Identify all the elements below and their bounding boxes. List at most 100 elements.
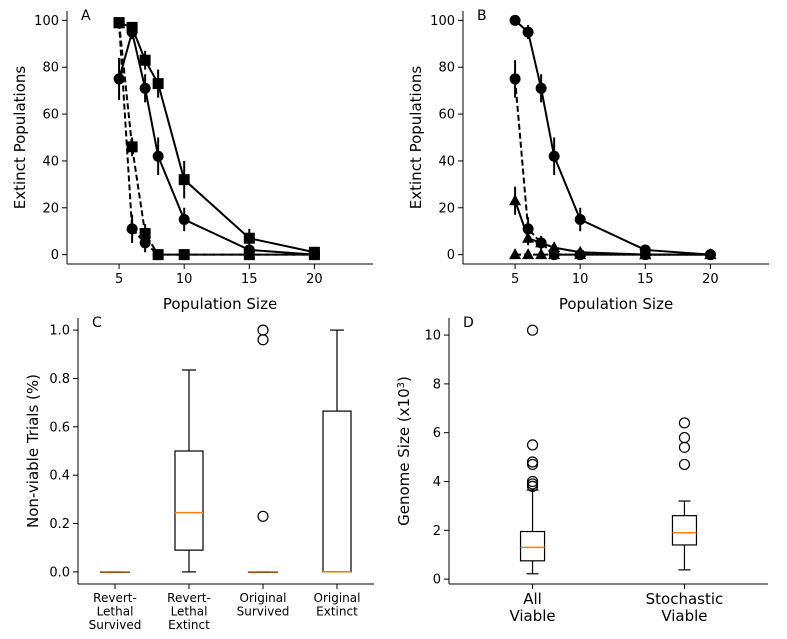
y-tick-label: 2 <box>433 524 441 539</box>
x-tick-label: Stochastic <box>646 590 724 608</box>
outlier-point <box>257 510 269 522</box>
box-body <box>174 450 204 551</box>
data-point <box>509 248 522 260</box>
y-tick-label: 1.0 <box>49 324 70 339</box>
outlier-point <box>678 441 691 453</box>
series-4 <box>509 248 717 260</box>
data-point <box>509 14 521 26</box>
outlier-point <box>678 417 691 429</box>
x-tick-label: 10 <box>176 272 193 287</box>
x-tick-label: 15 <box>637 272 654 287</box>
outlier-point <box>257 324 269 336</box>
outlier-point <box>678 458 691 471</box>
data-point <box>548 248 561 260</box>
data-point <box>243 249 255 261</box>
data-point <box>126 141 138 153</box>
y-tick-label: 0.0 <box>49 565 70 580</box>
panel-letter: A <box>81 8 91 24</box>
x-tick-label: Survived <box>237 605 290 619</box>
data-point <box>178 174 190 186</box>
y-tick-label: 0 <box>433 573 441 588</box>
x-tick-label: Survived <box>89 618 142 632</box>
box-body <box>671 515 698 546</box>
data-point <box>535 82 547 94</box>
y-tick-label: 0.4 <box>49 469 70 484</box>
x-tick-label: 20 <box>702 272 719 287</box>
data-point <box>308 249 320 261</box>
outlier-point <box>678 431 691 444</box>
outlier-point <box>526 456 539 468</box>
x-tick-label: Original <box>240 591 287 605</box>
y-tick-label: 60 <box>438 108 455 123</box>
data-point <box>535 236 548 248</box>
panel-letter: D <box>463 315 474 331</box>
data-point <box>139 82 151 94</box>
x-tick-label: 5 <box>115 272 123 287</box>
outlier-point <box>526 475 539 488</box>
y-tick-label: 20 <box>438 201 455 216</box>
outlier-point <box>526 478 539 490</box>
data-point <box>574 213 586 225</box>
panel-A: 0 20 40 60 80 100 5 10 15 20 Population Size Extinc… <box>11 8 373 313</box>
y-tick-label: 0 <box>51 248 59 263</box>
panel-C: 0.0 0.2 0.4 0.6 0.8 1.0 C Non-viable Trials (%)… <box>24 315 374 632</box>
x-tick-label: 5 <box>511 272 519 287</box>
outlier-point <box>526 439 539 451</box>
panel-letter: B <box>477 8 487 24</box>
y-tick-label: 100 <box>430 14 455 29</box>
data-point <box>522 26 534 38</box>
y-tick-label: 80 <box>438 61 455 76</box>
x-tick-label: Lethal <box>171 605 208 619</box>
y-tick-label: 0 <box>447 248 455 263</box>
x-axis-label: Population Size <box>163 295 277 313</box>
data-point <box>113 17 125 29</box>
y-tick-label: 0.2 <box>49 517 70 532</box>
x-tick-label: Extinct <box>168 618 210 632</box>
x-tick-label: Viable <box>509 607 555 625</box>
x-tick-label: Lethal <box>97 605 134 619</box>
box-body <box>322 410 352 573</box>
x-tick-label: 20 <box>306 272 323 287</box>
y-axis-label: Non-viable Trials (%) <box>24 374 42 528</box>
series-1 <box>509 14 716 261</box>
data-point <box>126 21 138 33</box>
x-tick-label: Viable <box>661 607 707 625</box>
y-tick-label: 8 <box>433 377 441 392</box>
x-tick-label: 10 <box>572 272 589 287</box>
y-tick-label: 10 <box>424 329 441 344</box>
data-point <box>704 248 717 260</box>
x-tick-label: Revert- <box>93 591 137 605</box>
data-point <box>139 54 151 66</box>
panel-letter: C <box>92 315 102 331</box>
y-tick-label: 0.8 <box>49 372 70 387</box>
y-tick-label: 80 <box>42 61 59 76</box>
panel-B: 0 20 40 60 80 100 5 10 15 20 Population Size Extinc… <box>407 8 769 313</box>
y-tick-label: 20 <box>42 201 59 216</box>
y-tick-label: 40 <box>42 154 59 169</box>
data-point <box>535 248 548 260</box>
data-point <box>548 150 560 162</box>
data-point <box>178 249 190 261</box>
series-4 <box>113 17 320 261</box>
data-point <box>152 150 164 162</box>
y-axis-label: Genome Size (x103) <box>395 376 413 526</box>
x-tick-label: Extinct <box>316 605 358 619</box>
outlier-point <box>257 334 269 346</box>
x-tick-label: All <box>523 590 542 608</box>
y-axis-label: Extinct Populations <box>11 66 29 210</box>
data-point <box>152 249 164 261</box>
y-tick-label: 4 <box>433 475 441 490</box>
series-2 <box>113 17 320 258</box>
y-tick-label: 60 <box>42 108 59 123</box>
data-point <box>574 248 587 260</box>
data-point <box>639 248 652 260</box>
x-tick-label: Original <box>314 591 361 605</box>
data-point <box>243 232 255 244</box>
series-line <box>514 19 711 256</box>
